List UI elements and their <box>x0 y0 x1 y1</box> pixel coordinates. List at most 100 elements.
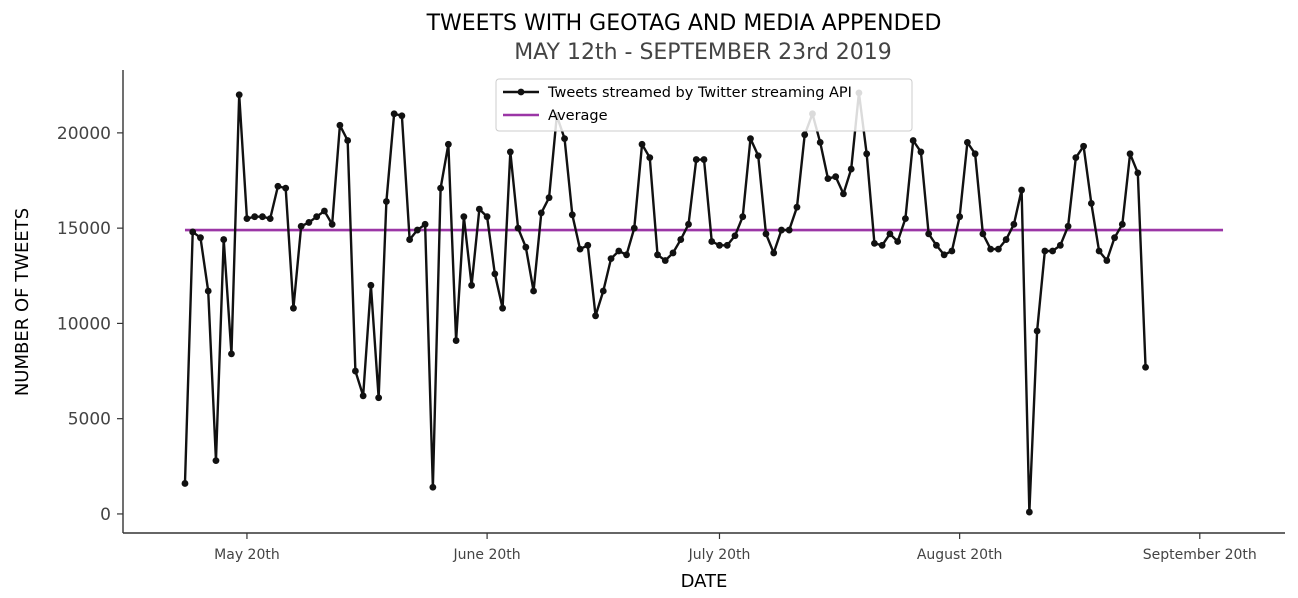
data-point <box>1056 241 1064 249</box>
x-ticks: May 20th June 20th July 20th August 20th Sep… <box>214 533 1257 563</box>
data-point <box>444 140 452 148</box>
data-point <box>778 226 785 234</box>
data-point <box>731 232 739 240</box>
data-point <box>1103 257 1111 264</box>
data-point <box>452 337 460 344</box>
data-point <box>313 213 321 221</box>
data-point <box>297 222 305 230</box>
data-point <box>274 182 282 190</box>
data-point <box>1002 236 1010 243</box>
data-point <box>739 213 747 221</box>
data-point <box>1080 142 1087 150</box>
y-axis-label: NUMBER OF TWEETS <box>12 208 33 396</box>
data-point <box>189 228 197 236</box>
data-point <box>654 251 661 259</box>
data-point <box>228 350 235 358</box>
data-point <box>692 156 700 163</box>
x-tick-label: May 20th <box>214 547 280 563</box>
data-point <box>793 203 801 211</box>
data-point <box>290 304 297 312</box>
data-point <box>700 156 708 163</box>
data-point <box>1018 186 1026 194</box>
data-point <box>607 255 615 263</box>
x-tick-label: July 20th <box>688 547 751 563</box>
legend: Tweets streamed by Twitter streaming API… <box>495 78 913 132</box>
chart-title: TWEETS WITH GEOTAG AND MEDIA APPENDED <box>426 11 942 36</box>
data-point <box>886 230 894 238</box>
data-point <box>460 213 468 221</box>
data-point <box>321 207 328 215</box>
data-point <box>816 139 824 146</box>
data-point <box>933 241 940 249</box>
data-point <box>406 236 414 243</box>
data-point <box>878 241 886 249</box>
data-point <box>220 236 228 243</box>
data-point <box>863 150 871 158</box>
data-point <box>344 137 352 144</box>
data-point <box>677 236 685 243</box>
data-point <box>413 226 421 234</box>
series-layer <box>181 89 1224 516</box>
data-point <box>824 175 832 183</box>
y-ticks: 0 5000 10000 15000 20000 <box>57 124 123 525</box>
data-point <box>530 287 537 295</box>
data-point <box>259 213 266 221</box>
data-point <box>522 243 530 251</box>
data-point <box>1025 508 1033 516</box>
data-point <box>375 394 383 402</box>
data-point <box>902 215 909 223</box>
data-point <box>437 184 445 192</box>
y-tick-label: 10000 <box>57 314 111 334</box>
data-point <box>359 392 367 400</box>
x-tick-label: August 20th <box>917 547 1003 563</box>
data-point <box>638 140 646 148</box>
data-point <box>468 281 475 289</box>
data-point <box>1087 199 1095 207</box>
data-point <box>785 226 793 234</box>
data-point <box>576 245 584 253</box>
data-point <box>909 137 917 144</box>
data-point <box>1134 169 1142 177</box>
data-point <box>762 230 770 238</box>
chart-subtitle: MAY 12th - SEPTEMBER 23rd 2019 <box>514 40 892 65</box>
data-point <box>646 154 654 162</box>
legend-label-average: Average <box>548 108 608 124</box>
data-point <box>1064 222 1072 230</box>
data-point <box>623 251 630 259</box>
data-point <box>545 194 553 202</box>
data-point <box>871 239 878 247</box>
data-point <box>181 480 189 487</box>
data-point <box>367 281 375 289</box>
data-point <box>917 148 925 156</box>
y-tick-label: 15000 <box>57 219 111 239</box>
data-point <box>801 131 809 139</box>
data-point <box>1041 247 1049 255</box>
data-point <box>1010 220 1018 228</box>
data-point <box>352 367 359 375</box>
x-tick-label: September 20th <box>1143 547 1257 563</box>
data-point <box>1072 154 1080 162</box>
data-point <box>336 121 344 129</box>
data-point <box>506 148 514 156</box>
data-point <box>971 150 979 158</box>
data-point <box>987 245 995 253</box>
data-point <box>747 135 754 142</box>
data-point <box>212 457 220 464</box>
legend-label-tweets: Tweets streamed by Twitter streaming API <box>547 85 852 101</box>
plot-area: 0 5000 10000 15000 20000 May 20th June 20th Ju… <box>57 70 1285 563</box>
data-point <box>537 209 545 217</box>
data-point <box>429 483 437 491</box>
data-point <box>770 249 778 257</box>
data-point <box>1118 220 1126 228</box>
data-point <box>592 312 599 320</box>
data-point <box>956 213 964 221</box>
y-tick-label: 5000 <box>68 410 111 430</box>
data-point <box>561 135 568 142</box>
legend-box <box>495 78 913 132</box>
data-point <box>832 173 840 181</box>
data-point <box>925 230 933 238</box>
data-point <box>940 251 948 259</box>
y-tick-label: 20000 <box>57 124 111 144</box>
x-axis-label: DATE <box>681 571 728 592</box>
